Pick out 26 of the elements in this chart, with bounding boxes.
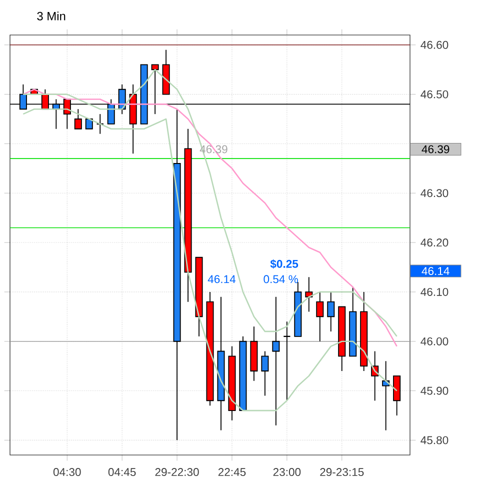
y-tick-label: 46.30 [420, 189, 448, 198]
annotation: 0.54 % [264, 275, 298, 284]
x-tick-label: 04:45 [108, 468, 136, 476]
candlestick [151, 64, 159, 115]
candlestick [272, 296, 280, 426]
x-tick-label: 29-23:15 [320, 468, 364, 476]
text: 46.39 [422, 145, 450, 154]
annotation: 46.14 [208, 275, 236, 284]
y-tick-label: 45.80 [420, 436, 448, 444]
text: 46.14 [422, 267, 450, 276]
annotation: $0.25 [270, 259, 298, 269]
x-tick-label: 29-22:30 [155, 468, 199, 476]
x-tick-label: 22:45 [218, 468, 246, 476]
candlestick [261, 350, 269, 396]
y-tick-label: 45.90 [420, 386, 448, 395]
y-tick-label: 46.10 [420, 288, 448, 296]
y-tick-label: 46.00 [420, 337, 448, 346]
x-tick-label: 23:00 [273, 468, 301, 476]
y-tick-label: 46.60 [420, 40, 448, 49]
candlestick [327, 291, 335, 332]
y-tick-label: 46.20 [420, 238, 448, 247]
y-tick-label: 46.50 [420, 90, 448, 98]
x-tick-label: 04:30 [53, 468, 81, 476]
candlestick [74, 108, 82, 130]
chart-title: 3 Min [37, 12, 66, 20]
candlestick [316, 291, 324, 342]
